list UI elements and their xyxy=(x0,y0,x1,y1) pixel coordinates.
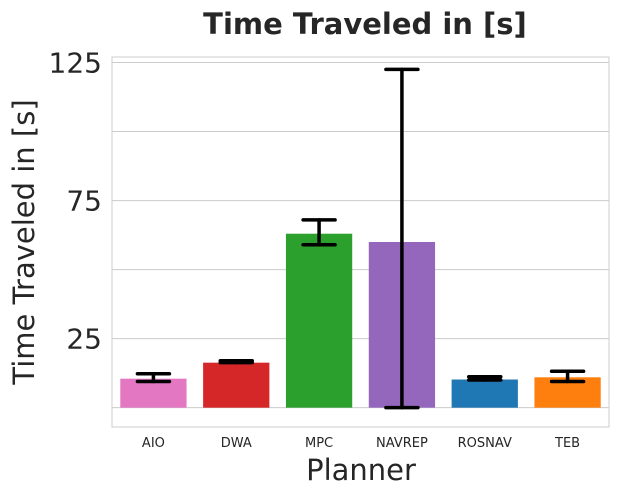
x-tick-label: TEB xyxy=(554,436,580,451)
grid-lines xyxy=(112,62,609,409)
x-tick-label: NAVREP xyxy=(376,436,428,451)
y-tick-labels: 25 75 125 xyxy=(49,47,102,356)
x-axis-label: Planner xyxy=(306,453,416,487)
x-tick-label: DWA xyxy=(221,436,252,451)
y-tick-label: 125 xyxy=(49,47,102,80)
x-tick-labels: AIO DWA MPC NAVREP ROSNAV TEB xyxy=(142,436,580,451)
y-tick-label: 75 xyxy=(66,185,102,218)
chart-title: Time Traveled in [s] xyxy=(203,7,527,41)
x-tick-label: AIO xyxy=(142,436,165,451)
plot-frame xyxy=(111,56,610,428)
bar xyxy=(285,233,353,408)
x-tick-label: ROSNAV xyxy=(458,436,512,451)
bar xyxy=(203,362,270,408)
y-tick-label: 25 xyxy=(66,323,102,356)
error-bars xyxy=(135,67,586,410)
bar xyxy=(120,378,187,408)
x-tick-label: MPC xyxy=(305,436,333,451)
bar xyxy=(451,379,518,408)
bars xyxy=(120,233,601,408)
y-axis-label: Time Traveled in [s] xyxy=(7,99,41,385)
